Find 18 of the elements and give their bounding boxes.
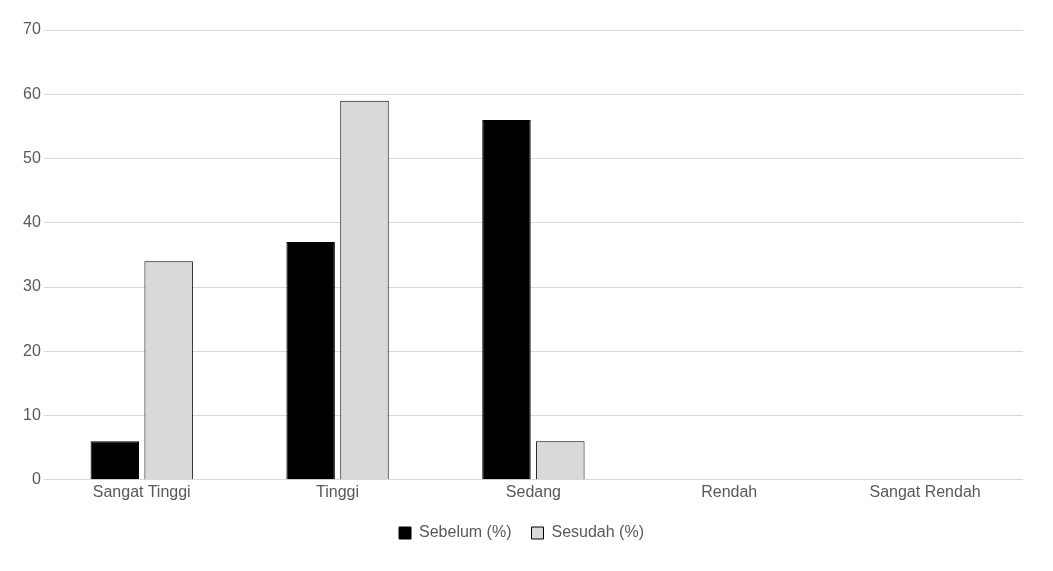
x-tick-label: Rendah — [701, 482, 758, 500]
bar — [90, 441, 140, 480]
legend-label: Sebelum (%) — [419, 523, 512, 541]
x-tick-label: Sangat Rendah — [869, 482, 981, 500]
bar — [482, 119, 531, 480]
y-tick-label: 20 — [23, 341, 41, 359]
y-tick-label: 0 — [31, 470, 41, 488]
x-tick-label: Sangat Tinggi — [92, 482, 191, 500]
x-tick-label: Tinggi — [316, 482, 360, 500]
y-tick-label: 50 — [23, 148, 41, 166]
x-tick-label: Sedang — [505, 482, 561, 500]
y-tick-label: 40 — [23, 213, 41, 231]
y-tick-label: 10 — [23, 405, 41, 423]
legend-label: Sesudah (%) — [551, 523, 644, 541]
y-tick-label: 70 — [23, 20, 41, 38]
y-tick-label: 30 — [23, 277, 41, 295]
bar — [286, 242, 335, 480]
y-tick-label: 60 — [23, 84, 41, 102]
